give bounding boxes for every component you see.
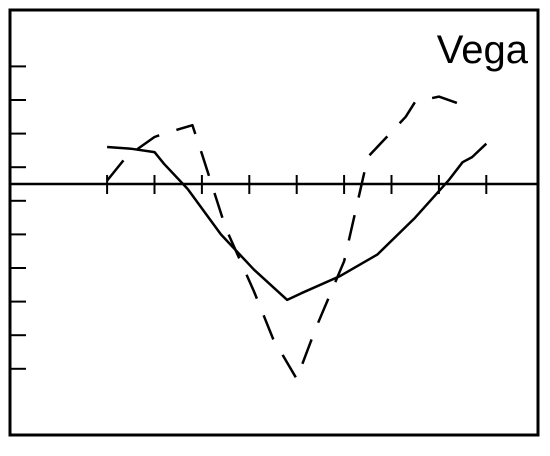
- y-axis-ticks: [10, 65, 26, 370]
- chart-title: Vega: [437, 28, 529, 72]
- series-line-solid: [107, 142, 488, 302]
- series-line-dashed: [106, 95, 464, 381]
- x-axis-ticks: [106, 175, 488, 194]
- plot-frame: [8, 8, 540, 437]
- series-layer: [106, 95, 488, 381]
